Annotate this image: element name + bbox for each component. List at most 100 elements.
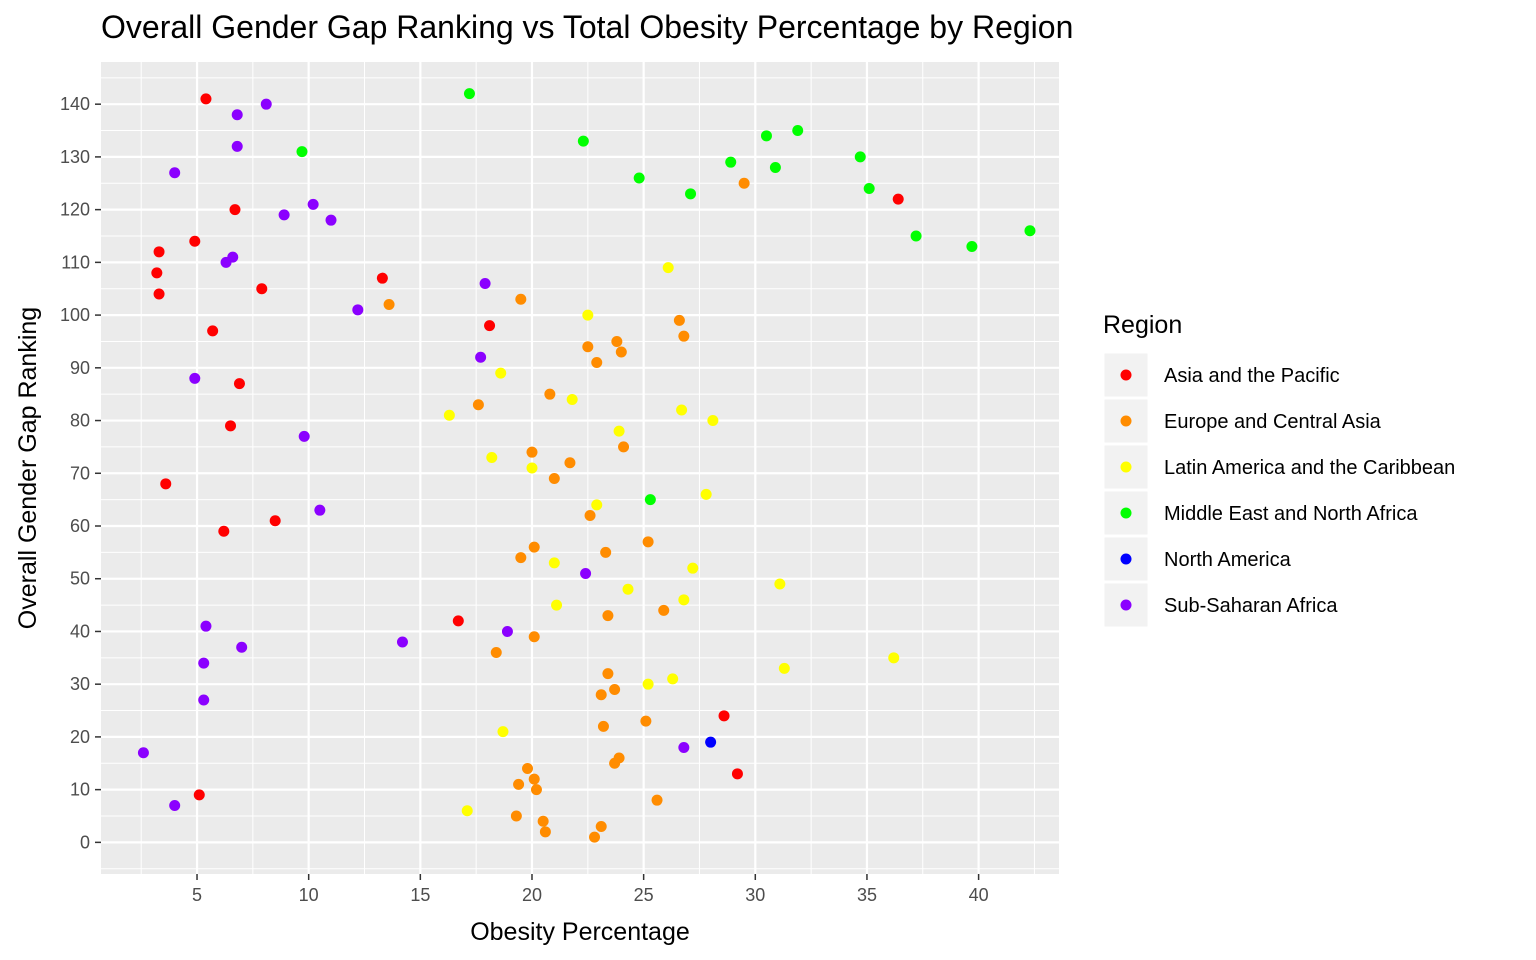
- data-point: [463, 88, 475, 100]
- data-point: [611, 335, 623, 347]
- data-point: [539, 826, 551, 838]
- data-point: [443, 409, 455, 421]
- data-point: [595, 821, 607, 833]
- data-point: [615, 346, 627, 358]
- data-point: [580, 567, 592, 579]
- data-point: [667, 673, 679, 685]
- legend-key-marker: [1120, 507, 1132, 519]
- legend-items: Asia and the Pacific Europe and Central A…: [1103, 352, 1455, 628]
- data-point: [597, 720, 609, 732]
- data-point: [218, 525, 230, 537]
- data-point: [231, 109, 243, 121]
- x-axis-title: Obesity Percentage: [470, 918, 690, 946]
- data-point: [544, 388, 556, 400]
- data-point: [584, 509, 596, 521]
- data-point: [153, 288, 165, 300]
- major-gridlines: [101, 62, 1059, 874]
- data-point: [160, 478, 172, 490]
- data-point: [633, 172, 645, 184]
- data-point: [774, 578, 786, 590]
- data-point: [718, 710, 730, 722]
- data-point: [778, 662, 790, 674]
- data-point: [198, 657, 210, 669]
- data-point: [484, 320, 496, 332]
- data-point: [231, 140, 243, 152]
- legend-key-marker: [1120, 415, 1132, 427]
- y-tick-label: 130: [60, 147, 90, 167]
- data-point: [461, 805, 473, 817]
- x-tick-label: 10: [299, 885, 319, 905]
- data-point: [591, 357, 603, 369]
- data-point: [676, 404, 688, 416]
- data-point: [700, 488, 712, 500]
- data-point: [1024, 225, 1036, 237]
- legend-key-marker: [1120, 599, 1132, 611]
- data-point: [376, 272, 388, 284]
- data-point: [528, 631, 540, 643]
- data-point: [566, 393, 578, 405]
- data-point: [888, 652, 900, 664]
- data-point: [169, 167, 181, 179]
- data-point: [522, 763, 534, 775]
- data-point: [153, 246, 165, 258]
- data-point: [151, 267, 163, 279]
- data-point: [501, 625, 513, 637]
- data-point: [602, 610, 614, 622]
- data-point: [966, 241, 978, 253]
- data-point: [651, 794, 663, 806]
- data-point: [225, 420, 237, 432]
- data-point: [475, 351, 487, 363]
- x-tick-label: 40: [969, 885, 989, 905]
- data-point: [200, 620, 212, 632]
- y-tick-label: 30: [70, 674, 90, 694]
- data-point: [640, 715, 652, 727]
- legend-label: Europe and Central Asia: [1164, 411, 1382, 433]
- x-tick-label: 25: [634, 885, 654, 905]
- data-point: [678, 594, 690, 606]
- data-point: [582, 309, 594, 321]
- data-point: [325, 214, 337, 226]
- data-point: [207, 325, 219, 337]
- data-point: [760, 130, 772, 142]
- data-point: [678, 741, 690, 753]
- data-point: [618, 441, 630, 453]
- data-point: [863, 183, 875, 195]
- data-point: [577, 135, 589, 147]
- data-point: [910, 230, 922, 242]
- data-points: [137, 88, 1036, 843]
- data-point: [673, 314, 685, 326]
- x-tick-label: 35: [857, 885, 877, 905]
- data-point: [595, 689, 607, 701]
- data-point: [352, 304, 364, 316]
- data-point: [602, 668, 614, 680]
- data-point: [137, 747, 149, 759]
- x-tick-label: 15: [410, 885, 430, 905]
- data-point: [472, 399, 484, 411]
- data-point: [314, 504, 326, 516]
- data-point: [193, 789, 205, 801]
- data-point: [892, 193, 904, 205]
- data-point: [383, 299, 395, 311]
- legend-label: North America: [1164, 549, 1292, 571]
- data-point: [307, 198, 319, 210]
- data-point: [490, 647, 502, 659]
- y-tick-label: 50: [70, 569, 90, 589]
- legend-label: Middle East and North Africa: [1164, 503, 1418, 525]
- data-point: [725, 156, 737, 168]
- data-point: [296, 146, 308, 158]
- data-point: [854, 151, 866, 163]
- data-point: [658, 604, 670, 616]
- data-point: [515, 552, 527, 564]
- data-point: [200, 93, 212, 105]
- data-point: [551, 599, 563, 611]
- data-point: [486, 451, 498, 463]
- x-axis-ticks: 5 10 15 20 25 30 35 40: [192, 874, 989, 905]
- data-point: [792, 125, 804, 137]
- legend-key-marker: [1120, 369, 1132, 381]
- data-point: [644, 494, 656, 506]
- data-point: [548, 473, 560, 485]
- chart-title: Overall Gender Gap Ranking vs Total Obes…: [101, 9, 1073, 45]
- data-point: [513, 778, 525, 790]
- data-point: [687, 562, 699, 574]
- y-tick-label: 110: [61, 252, 90, 272]
